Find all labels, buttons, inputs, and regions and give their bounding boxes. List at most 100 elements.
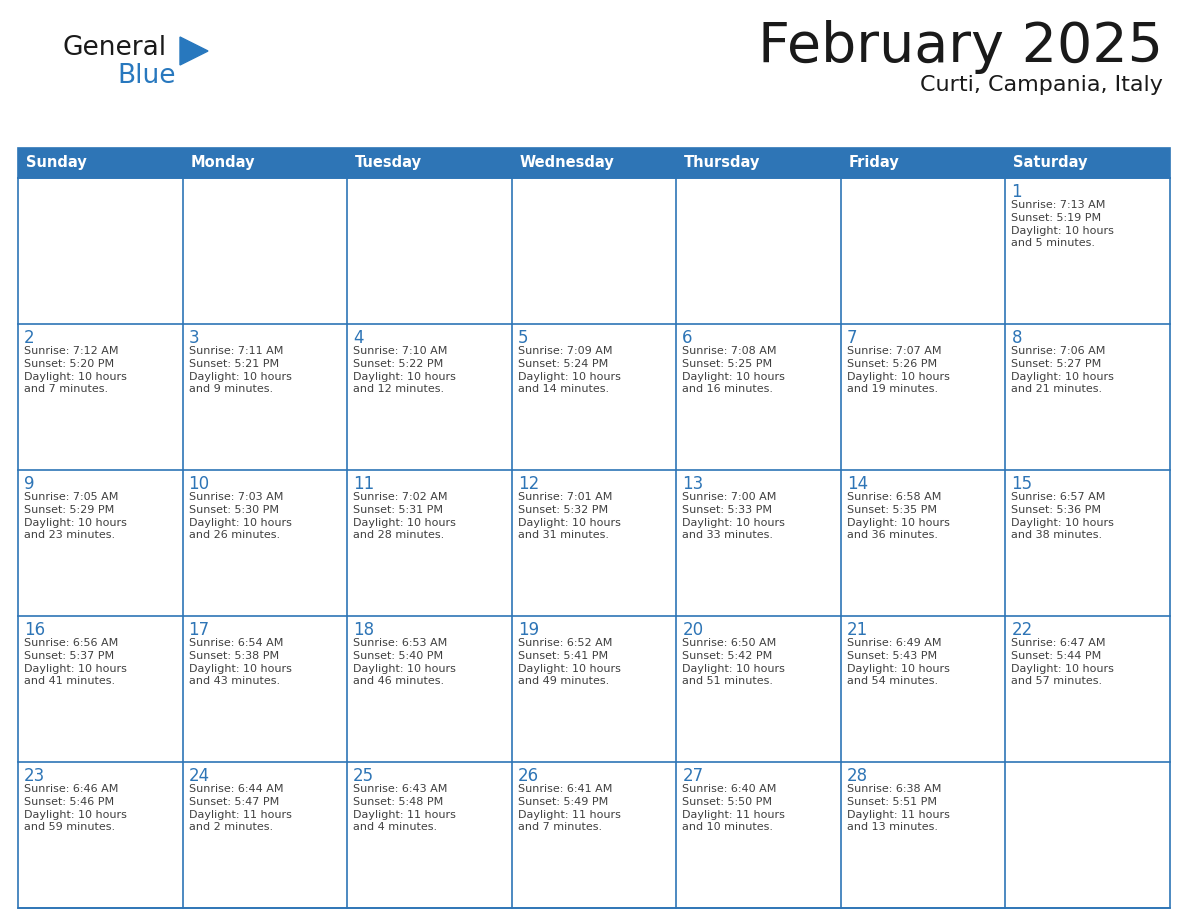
Text: and 12 minutes.: and 12 minutes. <box>353 384 444 394</box>
Text: Sunset: 5:35 PM: Sunset: 5:35 PM <box>847 505 937 515</box>
Text: and 36 minutes.: and 36 minutes. <box>847 530 937 540</box>
Bar <box>183 762 347 908</box>
Text: 23: 23 <box>24 767 45 785</box>
Text: Daylight: 10 hours: Daylight: 10 hours <box>189 518 291 528</box>
Text: Sunrise: 6:40 AM: Sunrise: 6:40 AM <box>682 784 777 794</box>
Text: and 28 minutes.: and 28 minutes. <box>353 530 444 540</box>
Bar <box>18 616 183 762</box>
Text: Sunset: 5:48 PM: Sunset: 5:48 PM <box>353 797 443 807</box>
Text: Sunset: 5:19 PM: Sunset: 5:19 PM <box>1011 213 1101 223</box>
Text: and 51 minutes.: and 51 minutes. <box>682 676 773 686</box>
Text: Sunset: 5:42 PM: Sunset: 5:42 PM <box>682 651 772 661</box>
Text: Sunset: 5:29 PM: Sunset: 5:29 PM <box>24 505 114 515</box>
Bar <box>347 324 512 470</box>
Text: 22: 22 <box>1011 621 1032 639</box>
Bar <box>347 762 512 908</box>
Text: Sunrise: 7:05 AM: Sunrise: 7:05 AM <box>24 492 119 502</box>
Text: Sunrise: 7:01 AM: Sunrise: 7:01 AM <box>518 492 612 502</box>
Text: Sunrise: 7:03 AM: Sunrise: 7:03 AM <box>189 492 283 502</box>
Text: 13: 13 <box>682 475 703 493</box>
Text: Sunrise: 7:06 AM: Sunrise: 7:06 AM <box>1011 346 1106 356</box>
Bar <box>841 324 1005 470</box>
Text: Sunset: 5:38 PM: Sunset: 5:38 PM <box>189 651 279 661</box>
Text: 1: 1 <box>1011 183 1022 201</box>
Text: and 21 minutes.: and 21 minutes. <box>1011 384 1102 394</box>
Bar <box>676 762 841 908</box>
Text: Sunset: 5:26 PM: Sunset: 5:26 PM <box>847 359 937 369</box>
Text: Monday: Monday <box>190 155 255 171</box>
Text: and 7 minutes.: and 7 minutes. <box>24 384 108 394</box>
Text: Sunrise: 7:07 AM: Sunrise: 7:07 AM <box>847 346 941 356</box>
Text: 25: 25 <box>353 767 374 785</box>
Text: Sunset: 5:47 PM: Sunset: 5:47 PM <box>189 797 279 807</box>
Text: 16: 16 <box>24 621 45 639</box>
Text: Sunset: 5:30 PM: Sunset: 5:30 PM <box>189 505 278 515</box>
Text: 18: 18 <box>353 621 374 639</box>
Text: Daylight: 10 hours: Daylight: 10 hours <box>189 664 291 674</box>
Text: Daylight: 10 hours: Daylight: 10 hours <box>847 664 949 674</box>
Text: Sunset: 5:21 PM: Sunset: 5:21 PM <box>189 359 279 369</box>
Bar <box>183 470 347 616</box>
Text: Sunrise: 6:56 AM: Sunrise: 6:56 AM <box>24 638 119 648</box>
Text: and 57 minutes.: and 57 minutes. <box>1011 676 1102 686</box>
Text: Sunset: 5:25 PM: Sunset: 5:25 PM <box>682 359 772 369</box>
Text: Daylight: 11 hours: Daylight: 11 hours <box>189 810 291 820</box>
Text: Daylight: 10 hours: Daylight: 10 hours <box>847 518 949 528</box>
Text: Sunrise: 6:53 AM: Sunrise: 6:53 AM <box>353 638 448 648</box>
Text: Daylight: 10 hours: Daylight: 10 hours <box>847 372 949 382</box>
Text: and 16 minutes.: and 16 minutes. <box>682 384 773 394</box>
Bar <box>18 324 183 470</box>
Bar <box>676 178 841 324</box>
Text: Sunrise: 7:00 AM: Sunrise: 7:00 AM <box>682 492 777 502</box>
Text: and 14 minutes.: and 14 minutes. <box>518 384 608 394</box>
Bar <box>347 470 512 616</box>
Bar <box>1005 616 1170 762</box>
Text: 2: 2 <box>24 329 34 347</box>
Bar <box>512 324 676 470</box>
Text: and 13 minutes.: and 13 minutes. <box>847 822 937 832</box>
Text: Saturday: Saturday <box>1013 155 1088 171</box>
Text: and 23 minutes.: and 23 minutes. <box>24 530 115 540</box>
Text: Sunset: 5:40 PM: Sunset: 5:40 PM <box>353 651 443 661</box>
Text: Daylight: 10 hours: Daylight: 10 hours <box>682 664 785 674</box>
Text: Daylight: 10 hours: Daylight: 10 hours <box>24 810 127 820</box>
Text: Sunrise: 7:13 AM: Sunrise: 7:13 AM <box>1011 200 1106 210</box>
Bar <box>1005 324 1170 470</box>
Bar <box>347 178 512 324</box>
Bar <box>183 324 347 470</box>
Text: Sunset: 5:27 PM: Sunset: 5:27 PM <box>1011 359 1101 369</box>
Text: and 41 minutes.: and 41 minutes. <box>24 676 115 686</box>
Text: Daylight: 10 hours: Daylight: 10 hours <box>353 372 456 382</box>
Text: Sunrise: 6:57 AM: Sunrise: 6:57 AM <box>1011 492 1106 502</box>
Text: Sunrise: 7:12 AM: Sunrise: 7:12 AM <box>24 346 119 356</box>
Text: and 4 minutes.: and 4 minutes. <box>353 822 437 832</box>
Text: Sunrise: 7:11 AM: Sunrise: 7:11 AM <box>189 346 283 356</box>
Bar <box>676 616 841 762</box>
Text: 28: 28 <box>847 767 868 785</box>
Text: 14: 14 <box>847 475 868 493</box>
Bar <box>183 178 347 324</box>
Bar <box>841 178 1005 324</box>
Text: 12: 12 <box>518 475 539 493</box>
Text: Sunset: 5:20 PM: Sunset: 5:20 PM <box>24 359 114 369</box>
Text: Daylight: 10 hours: Daylight: 10 hours <box>1011 664 1114 674</box>
Bar <box>512 470 676 616</box>
Polygon shape <box>181 37 208 65</box>
Text: Daylight: 11 hours: Daylight: 11 hours <box>682 810 785 820</box>
Text: 15: 15 <box>1011 475 1032 493</box>
Text: Sunrise: 6:46 AM: Sunrise: 6:46 AM <box>24 784 119 794</box>
Text: 26: 26 <box>518 767 539 785</box>
Text: Thursday: Thursday <box>684 155 760 171</box>
Text: Friday: Friday <box>849 155 899 171</box>
Text: 5: 5 <box>518 329 529 347</box>
Text: Sunset: 5:46 PM: Sunset: 5:46 PM <box>24 797 114 807</box>
Text: Sunrise: 6:47 AM: Sunrise: 6:47 AM <box>1011 638 1106 648</box>
Text: Sunset: 5:33 PM: Sunset: 5:33 PM <box>682 505 772 515</box>
Bar <box>18 470 183 616</box>
Text: Sunset: 5:31 PM: Sunset: 5:31 PM <box>353 505 443 515</box>
Text: 24: 24 <box>189 767 210 785</box>
Bar <box>841 470 1005 616</box>
Text: Daylight: 10 hours: Daylight: 10 hours <box>24 518 127 528</box>
Text: and 49 minutes.: and 49 minutes. <box>518 676 609 686</box>
Text: Tuesday: Tuesday <box>355 155 422 171</box>
